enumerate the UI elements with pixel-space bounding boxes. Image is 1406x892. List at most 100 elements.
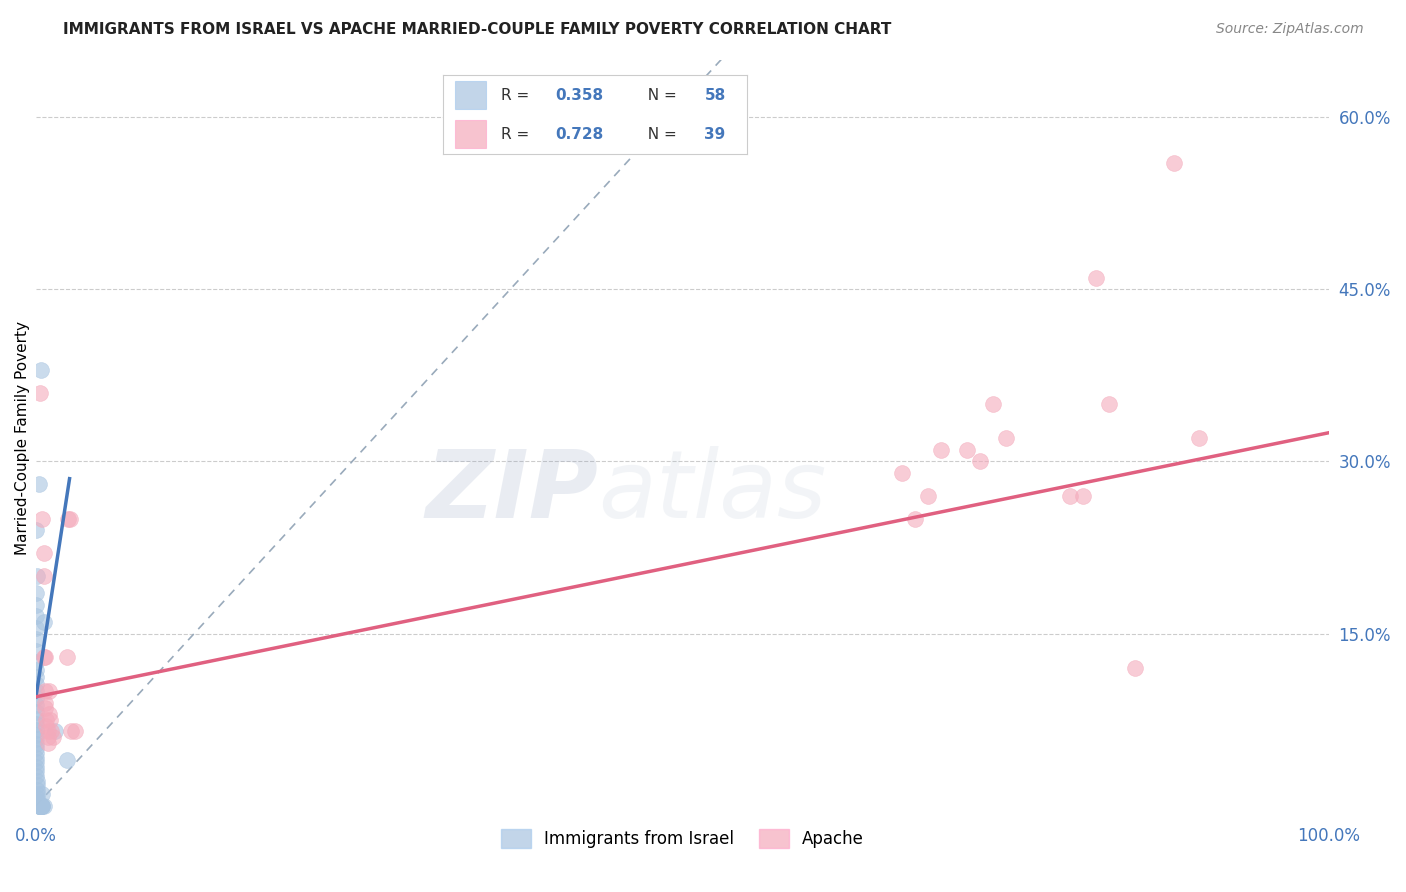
Point bbox=[25, 712, 48, 726]
Point bbox=[25, 684, 48, 698]
Point bbox=[25, 790, 48, 805]
Point bbox=[25, 769, 48, 783]
Point bbox=[25, 670, 48, 684]
Point bbox=[32, 569, 55, 583]
Text: atlas: atlas bbox=[599, 446, 827, 537]
Point bbox=[30, 798, 52, 813]
Point bbox=[39, 713, 62, 727]
Point bbox=[25, 788, 48, 802]
Point bbox=[58, 512, 80, 526]
Point bbox=[28, 798, 51, 813]
Point bbox=[34, 649, 56, 664]
Text: Source: ZipAtlas.com: Source: ZipAtlas.com bbox=[1216, 22, 1364, 37]
Point bbox=[891, 466, 914, 480]
Point bbox=[929, 442, 952, 457]
Y-axis label: Married-Couple Family Poverty: Married-Couple Family Poverty bbox=[15, 321, 31, 556]
Point bbox=[28, 798, 51, 813]
Point bbox=[32, 615, 55, 630]
Point bbox=[25, 778, 48, 792]
Point bbox=[1163, 156, 1185, 170]
Point bbox=[34, 684, 56, 698]
Point bbox=[25, 717, 48, 731]
Point bbox=[981, 397, 1004, 411]
Point bbox=[25, 609, 48, 624]
Point bbox=[25, 737, 48, 751]
Point bbox=[1188, 432, 1211, 446]
Point bbox=[56, 753, 79, 767]
Point bbox=[59, 724, 82, 739]
Point bbox=[969, 454, 991, 468]
Point bbox=[25, 632, 48, 647]
Point bbox=[25, 656, 48, 670]
Point bbox=[30, 798, 52, 813]
Point bbox=[25, 728, 48, 742]
Point bbox=[25, 746, 48, 760]
Point bbox=[25, 756, 48, 770]
Point bbox=[25, 586, 48, 600]
Point bbox=[30, 798, 52, 813]
Point bbox=[38, 684, 60, 698]
Point bbox=[28, 798, 51, 813]
Point bbox=[32, 546, 55, 560]
Point bbox=[37, 736, 59, 750]
Point bbox=[25, 690, 48, 705]
Point bbox=[27, 798, 49, 813]
Point bbox=[27, 797, 49, 812]
Point bbox=[42, 730, 65, 744]
Point bbox=[25, 698, 48, 712]
Point bbox=[25, 644, 48, 658]
Point bbox=[25, 598, 48, 612]
Legend: Immigrants from Israel, Apache: Immigrants from Israel, Apache bbox=[494, 822, 870, 855]
Point bbox=[25, 741, 48, 756]
Point bbox=[38, 706, 60, 721]
Point bbox=[35, 718, 58, 732]
Point bbox=[37, 724, 59, 739]
Point bbox=[34, 701, 56, 715]
Point bbox=[25, 705, 48, 719]
Point bbox=[30, 798, 52, 813]
Point bbox=[35, 713, 58, 727]
Point bbox=[1123, 661, 1146, 675]
Point bbox=[1085, 270, 1108, 285]
Point bbox=[994, 432, 1017, 446]
Point bbox=[25, 723, 48, 738]
Point bbox=[32, 649, 55, 664]
Point bbox=[27, 798, 49, 813]
Point bbox=[44, 724, 66, 739]
Point bbox=[904, 512, 927, 526]
Point bbox=[37, 730, 59, 744]
Point bbox=[25, 794, 48, 808]
Point bbox=[25, 782, 48, 797]
Point bbox=[27, 798, 49, 813]
Point bbox=[31, 512, 53, 526]
Point bbox=[28, 798, 51, 813]
Point bbox=[956, 442, 979, 457]
Point bbox=[25, 569, 48, 583]
Point bbox=[27, 477, 49, 491]
Point bbox=[41, 724, 63, 739]
Text: ZIP: ZIP bbox=[426, 445, 599, 538]
Point bbox=[31, 798, 53, 813]
Text: IMMIGRANTS FROM ISRAEL VS APACHE MARRIED-COUPLE FAMILY POVERTY CORRELATION CHART: IMMIGRANTS FROM ISRAEL VS APACHE MARRIED… bbox=[63, 22, 891, 37]
Point bbox=[31, 798, 53, 813]
Point bbox=[1098, 397, 1121, 411]
Point bbox=[63, 724, 86, 739]
Point bbox=[25, 664, 48, 678]
Point bbox=[30, 362, 52, 376]
Point bbox=[31, 788, 53, 802]
Point bbox=[1059, 489, 1081, 503]
Point bbox=[34, 696, 56, 710]
Point bbox=[58, 512, 80, 526]
Point bbox=[25, 750, 48, 764]
Point bbox=[25, 621, 48, 635]
Point bbox=[25, 524, 48, 538]
Point bbox=[25, 764, 48, 779]
Point bbox=[28, 385, 51, 400]
Point bbox=[56, 649, 79, 664]
Point bbox=[25, 677, 48, 691]
Point bbox=[1071, 489, 1094, 503]
Point bbox=[25, 773, 48, 788]
Point bbox=[25, 760, 48, 774]
Point bbox=[31, 798, 53, 813]
Point bbox=[32, 798, 55, 813]
